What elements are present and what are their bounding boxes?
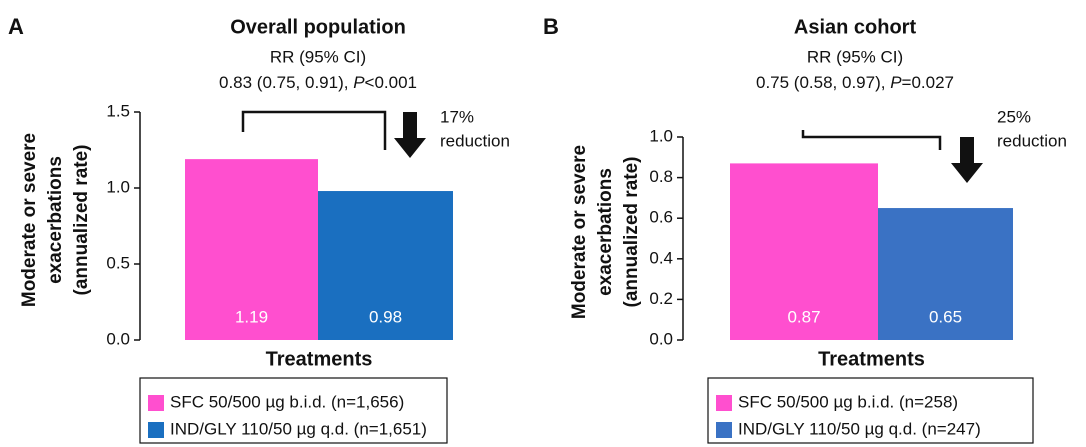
bar xyxy=(730,163,878,340)
rr-label: RR (95% CI) xyxy=(807,47,903,66)
bracket xyxy=(801,130,942,150)
y-tick-label: 1.5 xyxy=(106,101,130,120)
legend-box xyxy=(707,377,1034,444)
y-axis-label: (annualized rate) xyxy=(71,145,92,296)
reduction-label: 17% xyxy=(440,107,474,126)
bar-value-label: 1.19 xyxy=(235,307,268,326)
y-tick-label: 0.6 xyxy=(649,208,673,227)
y-tick-label: 0.5 xyxy=(106,253,130,272)
y-axis-label: (annualized rate) xyxy=(621,157,642,308)
y-tick-label: 1.0 xyxy=(106,177,130,196)
rr-value-part: 0.83 (0.75, 0.91), xyxy=(219,73,353,92)
legend-swatch xyxy=(148,422,164,438)
legend-label: SFC 50/500 µg b.i.d. (n=1,656) xyxy=(170,392,404,411)
arrow xyxy=(951,137,983,183)
y-axis-label: Moderate or severe xyxy=(569,145,590,319)
rr-value-part: P xyxy=(890,73,902,92)
y-tick-label: 0.0 xyxy=(649,329,673,348)
legend-swatch xyxy=(716,422,732,438)
chart-title: Asian cohort xyxy=(794,16,917,38)
y-axis-label: exacerbations xyxy=(595,168,616,296)
rr-value-part: 0.75 (0.58, 0.97), xyxy=(756,73,890,92)
y-tick-label: 0.2 xyxy=(649,289,673,308)
panel-label: A xyxy=(8,14,24,39)
arrow xyxy=(394,112,426,158)
legend-label: IND/GLY 110/50 µg q.d. (n=247) xyxy=(738,419,981,438)
x-axis-label: Treatments xyxy=(818,348,925,370)
y-tick-label: 0.4 xyxy=(649,248,673,267)
rr-label: RR (95% CI) xyxy=(270,47,366,66)
x-axis-label: Treatments xyxy=(266,348,373,370)
panel-label: B xyxy=(543,14,559,39)
rr-value: 0.83 (0.75, 0.91), P<0.001 xyxy=(219,73,417,92)
legend-label: IND/GLY 110/50 µg q.d. (n=1,651) xyxy=(170,419,427,438)
rr-value-part: <0.001 xyxy=(365,73,417,92)
bar-value-label: 0.65 xyxy=(929,307,962,326)
bar-value-label: 0.87 xyxy=(787,307,820,326)
bracket xyxy=(241,110,387,150)
rr-value: 0.75 (0.58, 0.97), P=0.027 xyxy=(756,73,954,92)
bar xyxy=(185,159,318,340)
reduction-label: reduction xyxy=(997,131,1067,150)
rr-value-part: =0.027 xyxy=(902,73,954,92)
reduction-label: reduction xyxy=(440,131,510,150)
bar xyxy=(318,191,453,340)
y-tick-label: 0.8 xyxy=(649,167,673,186)
y-axis-label: Moderate or severe xyxy=(19,133,40,307)
chart-title: Overall population xyxy=(230,16,406,38)
y-tick-label: 0.0 xyxy=(106,329,130,348)
bar xyxy=(878,208,1013,340)
legend-swatch xyxy=(148,395,164,411)
rr-value-part: P xyxy=(353,73,365,92)
legend-swatch xyxy=(716,395,732,411)
y-tick-label: 1.0 xyxy=(649,126,673,145)
legend-box xyxy=(139,377,448,444)
legend-label: SFC 50/500 µg b.i.d. (n=258) xyxy=(738,392,958,411)
y-axis-label: exacerbations xyxy=(45,156,66,284)
bar-value-label: 0.98 xyxy=(369,307,402,326)
reduction-label: 25% xyxy=(997,107,1031,126)
